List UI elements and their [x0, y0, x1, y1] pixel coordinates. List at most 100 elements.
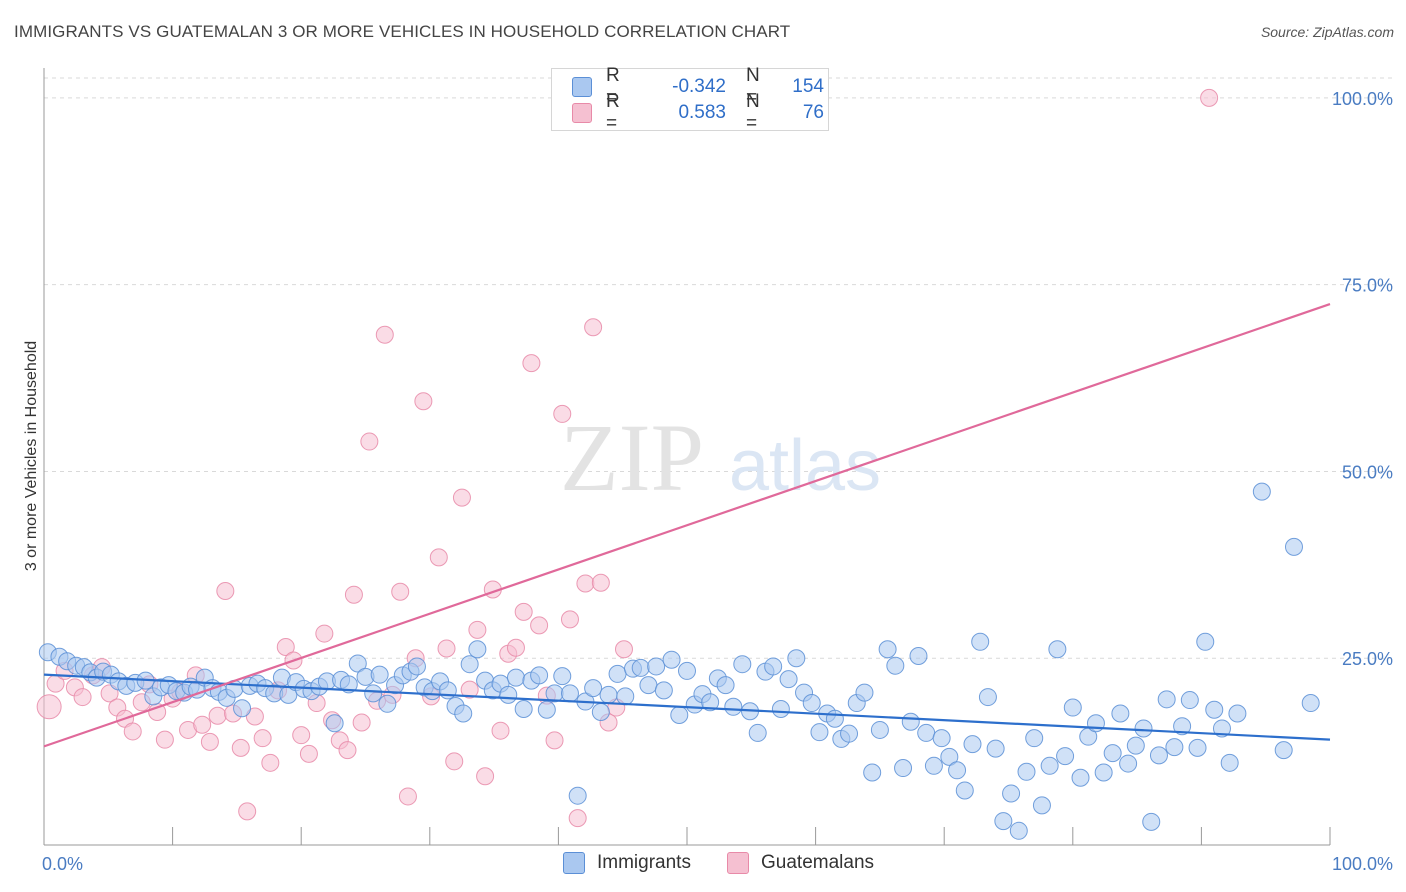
immigrants-point	[701, 693, 720, 712]
immigrants-point	[940, 747, 959, 766]
immigrants-point	[1212, 719, 1231, 738]
guatemalans-point	[506, 638, 525, 657]
immigrants-point	[599, 685, 618, 704]
immigrants-point	[325, 714, 344, 733]
x-tick-label: 100.0%	[1332, 854, 1393, 874]
immigrants-point	[631, 658, 650, 677]
y-tick-label: 75.0%	[1342, 276, 1393, 296]
immigrants-point	[1180, 691, 1199, 710]
source-label: Source: ZipAtlas.com	[1260, 24, 1394, 40]
immigrants-point	[1228, 704, 1247, 723]
immigrants-point	[971, 632, 990, 651]
immigrants-point	[339, 675, 358, 694]
guatemalans-point	[545, 731, 564, 750]
immigrants-point	[978, 688, 997, 707]
immigrants-point	[1284, 537, 1303, 556]
r-label: R =	[606, 65, 620, 108]
immigrants-point	[1165, 738, 1184, 757]
immigrants-point	[678, 661, 696, 680]
guatemalans-point	[73, 688, 92, 707]
immigrants-point	[378, 694, 397, 713]
guatemalans-point	[299, 744, 318, 763]
immigrants-point	[233, 699, 252, 718]
immigrants-point	[647, 657, 666, 676]
guatemalans-point	[445, 752, 464, 771]
immigrants-trend-line	[43, 673, 1331, 741]
guatemalans-legend-swatch	[727, 852, 749, 874]
immigrants-point	[568, 786, 587, 805]
guatemalans-point	[530, 616, 549, 635]
guatemalans-point	[200, 732, 219, 751]
guatemalans-trend-line	[43, 303, 1331, 748]
immigrants-point	[733, 655, 752, 674]
immigrants-point	[1048, 640, 1067, 659]
gridlines	[44, 77, 1392, 659]
guatemalans-point	[460, 680, 479, 699]
immigrants-point	[748, 723, 767, 742]
immigrants-point	[901, 712, 920, 731]
guatemalans-point	[1200, 88, 1219, 107]
y-axis-title: 3 or more Vehicles in Household	[23, 341, 40, 571]
legend-item-immigrants: Immigrants	[563, 852, 691, 874]
guatemalans-point	[391, 582, 410, 601]
guatemalans-point	[360, 432, 379, 451]
legend-row-guatemalans: R = 0.583 N = 76	[572, 91, 824, 134]
immigrants-point	[591, 703, 610, 722]
immigrants-point	[1002, 784, 1021, 803]
immigrants-point	[787, 649, 806, 668]
immigrants-point	[840, 724, 859, 743]
legend-item-guatemalans: Guatemalans	[727, 852, 874, 874]
guatemalans-point	[476, 767, 495, 786]
watermark-atlas: atlas	[729, 426, 881, 506]
legend-row-immigrants: R = -0.342 N = 154	[572, 65, 824, 108]
chart-title: IMMIGRANTS VS GUATEMALAN 3 OR MORE VEHIC…	[14, 22, 791, 41]
immigrants-point	[370, 665, 389, 684]
immigrants-point	[1071, 768, 1090, 787]
guatemalans-point	[576, 574, 595, 593]
immigrants-point	[878, 640, 897, 659]
guatemalans-point	[338, 741, 357, 760]
guatemalans-point	[375, 325, 394, 344]
guatemalans-point	[414, 392, 433, 411]
immigrants-point	[1301, 694, 1320, 713]
guatemalans-point	[216, 581, 235, 600]
immigrants-point	[955, 781, 974, 800]
guatemalans-point	[344, 585, 363, 604]
watermark: ZIP atlas	[560, 404, 881, 511]
guatemalans-point	[193, 715, 212, 734]
immigrants-point	[870, 720, 889, 739]
immigrants-point	[779, 670, 798, 689]
immigrants-point	[1056, 747, 1075, 766]
immigrants-point	[1032, 796, 1051, 815]
watermark-zip: ZIP	[560, 404, 704, 511]
trend-lines	[43, 303, 1331, 748]
immigrants-point	[932, 729, 951, 748]
immigrants-point	[1142, 812, 1161, 831]
immigrants-legend-label: Immigrants	[597, 852, 691, 873]
immigrants-point	[1103, 744, 1122, 763]
guatemalans-point	[553, 404, 572, 423]
immigrants-point	[771, 700, 790, 719]
immigrants-point	[560, 684, 579, 703]
immigrants-point	[909, 646, 928, 665]
guatemalans-point	[100, 684, 119, 703]
guatemalans-point	[522, 354, 541, 373]
guatemalans-point	[560, 610, 579, 629]
guatemalans-point	[123, 722, 142, 741]
guatemalans-point	[584, 318, 603, 337]
immigrants-point	[764, 657, 783, 676]
immigrants-point	[584, 679, 603, 698]
correlation-legend: R = -0.342 N = 154 R = 0.583 N = 76	[551, 65, 829, 134]
immigrants-point	[963, 735, 982, 754]
guatemalans-point	[468, 620, 487, 639]
immigrants-point	[948, 761, 967, 780]
immigrants-point	[917, 723, 936, 742]
immigrants-point	[855, 683, 874, 702]
immigrants-point	[1094, 763, 1113, 782]
immigrants-point	[825, 709, 844, 728]
immigrants-point	[1149, 746, 1168, 765]
immigrants-point	[1134, 719, 1153, 738]
immigrants-point	[616, 687, 635, 706]
immigrants-point	[1111, 704, 1130, 723]
